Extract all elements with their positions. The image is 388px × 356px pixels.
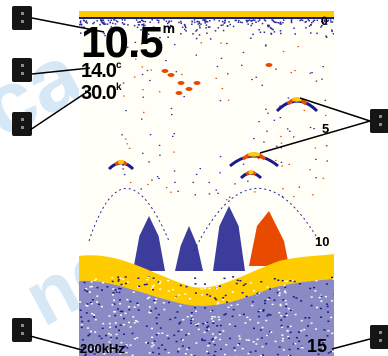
surface-band bbox=[79, 11, 334, 17]
structure-1 bbox=[133, 216, 165, 271]
callout-marker-frequency bbox=[12, 318, 32, 342]
scale-label-mid: 5 bbox=[322, 121, 330, 136]
fish-arch-3-center bbox=[248, 170, 254, 175]
fish-arch-2-center bbox=[248, 152, 260, 157]
fish-mark-6 bbox=[175, 91, 183, 95]
scale-label-bottom: 15 bbox=[307, 336, 328, 356]
speed-readout: 30.0k bbox=[81, 82, 122, 104]
bottom-contour bbox=[79, 254, 334, 306]
callout-marker-depth bbox=[12, 6, 32, 30]
fish-arch-2-outer bbox=[229, 154, 279, 168]
speed-value: 30.0 bbox=[81, 82, 117, 104]
structure-2 bbox=[175, 226, 203, 271]
callout-marker-depth-scale bbox=[370, 325, 388, 349]
surface-line bbox=[79, 17, 334, 19]
scale-label-top: 0 bbox=[321, 14, 328, 28]
scale-label-lower: 10 bbox=[315, 234, 330, 249]
callout-marker-temperature bbox=[12, 58, 32, 82]
callout-marker-fish-arches bbox=[370, 109, 388, 133]
sonar-history bbox=[79, 11, 334, 356]
fish-arch-1-center bbox=[292, 97, 302, 102]
temperature-value: 14.0 bbox=[81, 60, 117, 82]
fish-mark-4 bbox=[185, 87, 193, 91]
structure-3 bbox=[213, 206, 245, 271]
fish-mark-7 bbox=[265, 63, 273, 67]
fish-mark-2 bbox=[167, 73, 175, 77]
depth-readout: 10.5m bbox=[81, 21, 175, 65]
structure-4 bbox=[249, 211, 289, 266]
depth-unit: m bbox=[162, 20, 176, 36]
fish-arch-1-outer bbox=[275, 99, 319, 113]
fish-mark-3 bbox=[177, 81, 185, 85]
fish-mark-1 bbox=[161, 69, 169, 73]
callout-marker-speed bbox=[12, 112, 32, 136]
sonar-screen: 10.5m 14.0c 30.0k 0 5 10 15 200kHz bbox=[79, 11, 334, 356]
faint-arch-right bbox=[193, 187, 320, 252]
frequency-label: 200kHz bbox=[80, 341, 125, 356]
fish-mark-5 bbox=[193, 81, 201, 85]
temperature-readout: 14.0c bbox=[81, 60, 122, 82]
fish-arch-4-center bbox=[118, 159, 124, 165]
temperature-unit: c bbox=[115, 60, 122, 71]
speed-unit: k bbox=[115, 82, 122, 93]
